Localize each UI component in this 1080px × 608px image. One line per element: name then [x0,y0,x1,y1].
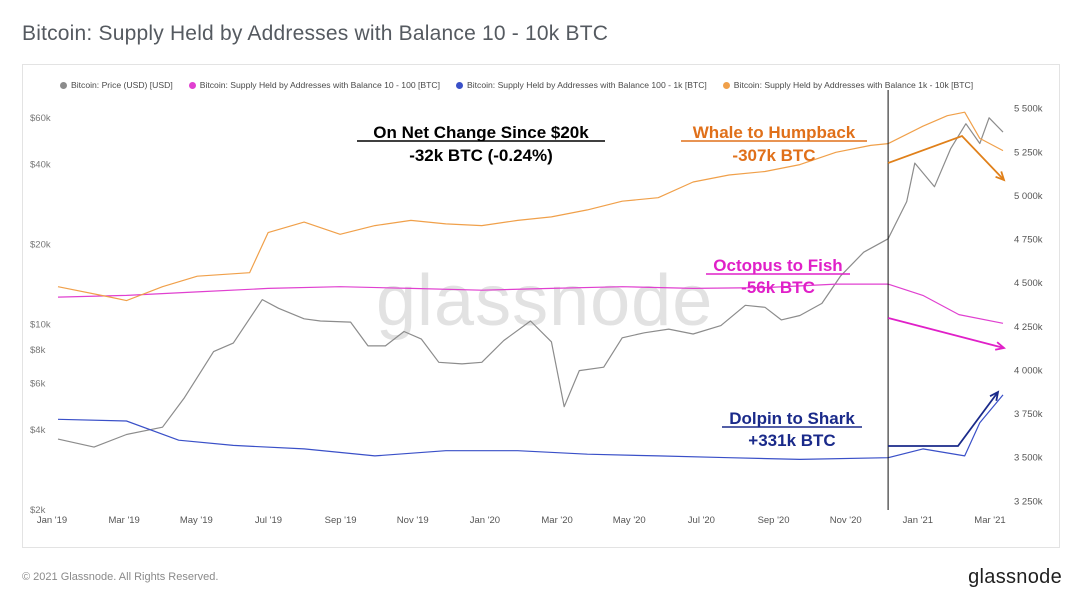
legend-item-1k-10k[interactable]: Bitcoin: Supply Held by Addresses with B… [722,80,974,90]
copyright-text: © 2021 Glassnode. All Rights Reserved. [22,571,219,583]
dolphin-title: Dolpin to Shark [729,409,855,428]
legend-dot-icon [456,81,463,89]
octopus-title: Octopus to Fish [713,256,842,275]
legend-dot-icon [188,81,196,89]
octopus-arrow [887,317,1005,349]
x-tick-label: Nov '19 [397,515,429,526]
x-tick-label: Nov '20 [830,515,862,526]
y-left-tick-label: $10k [30,319,51,330]
brand-logo: glassnode [968,566,1062,588]
legend-item-100-1k[interactable]: Bitcoin: Supply Held by Addresses with B… [456,80,707,90]
series-line-price [57,117,1004,448]
series-line-1k-10k [57,111,1004,302]
y-right-tick-label: 4 750k [1014,235,1043,246]
y-right-tick-label: 5 250k [1014,147,1043,158]
legend-label: Bitcoin: Price (USD) [USD] [71,80,173,90]
legend-item-10-100[interactable]: Bitcoin: Supply Held by Addresses with B… [188,80,440,90]
y-left-tick-label: $4k [30,425,46,436]
page-title: Bitcoin: Supply Held by Addresses with B… [22,22,609,45]
octopus-value: -56k BTC [741,278,815,297]
whale-arrow-head [995,171,1006,182]
y-right-tick-label: 4 500k [1014,278,1043,289]
y-left-tick-label: $2k [30,505,46,516]
x-tick-label: Sep '20 [758,515,790,526]
legend-label: Bitcoin: Supply Held by Addresses with B… [467,80,707,90]
net-change-title: On Net Change Since $20k [373,123,589,142]
x-tick-label: Mar '20 [541,515,572,526]
x-tick-label: Jul '19 [255,515,282,526]
y-left-tick-label: $20k [30,239,51,250]
x-tick-label: May '20 [613,515,646,526]
y-right-tick-label: 4 250k [1014,322,1043,333]
y-right-tick-label: 4 000k [1014,365,1043,376]
y-right-tick-label: 3 250k [1014,496,1043,507]
y-right-tick-label: 5 500k [1014,104,1043,115]
legend-label: Bitcoin: Supply Held by Addresses with B… [733,80,974,90]
x-tick-label: Sep '19 [325,515,357,526]
x-tick-label: Jan '20 [470,515,500,526]
chart-legend: Bitcoin: Price (USD) [USD] Bitcoin: Supp… [60,78,1044,92]
x-tick-label: Jan '21 [903,515,933,526]
y-right-tick-label: 3 500k [1014,453,1043,464]
y-left-tick-label: $40k [30,160,51,171]
legend-label: Bitcoin: Supply Held by Addresses with B… [199,80,440,90]
y-left-tick-label: $60k [30,113,51,124]
x-tick-label: Mar '19 [108,515,139,526]
octopus-arrow-head [994,341,1007,351]
whale-title: Whale to Humpback [693,123,856,142]
y-right-tick-label: 5 000k [1014,191,1043,202]
whale-arrow [887,134,1005,181]
y-right-tick-label: 3 750k [1014,409,1043,420]
y-left-tick-label: $8k [30,345,46,356]
y-left-tick-label: $6k [30,378,46,389]
dolphin-arrow [888,391,999,447]
legend-item-price[interactable]: Bitcoin: Price (USD) [USD] [60,80,173,90]
dolphin-value: +331k BTC [748,431,835,450]
x-tick-label: May '19 [180,515,213,526]
x-tick-label: Mar '21 [974,515,1005,526]
series-line-100-1k [57,394,1004,460]
dolphin-arrow-head [989,390,1000,402]
x-tick-label: Jul '20 [688,515,715,526]
legend-dot-icon [722,81,730,89]
whale-value: -307k BTC [732,146,815,165]
chart-panel [22,64,1060,548]
series-line-10-100 [57,283,1004,324]
net-change-value: -32k BTC (-0.24%) [409,146,553,165]
legend-dot-icon [60,81,67,89]
x-tick-label: Jan '19 [37,515,67,526]
